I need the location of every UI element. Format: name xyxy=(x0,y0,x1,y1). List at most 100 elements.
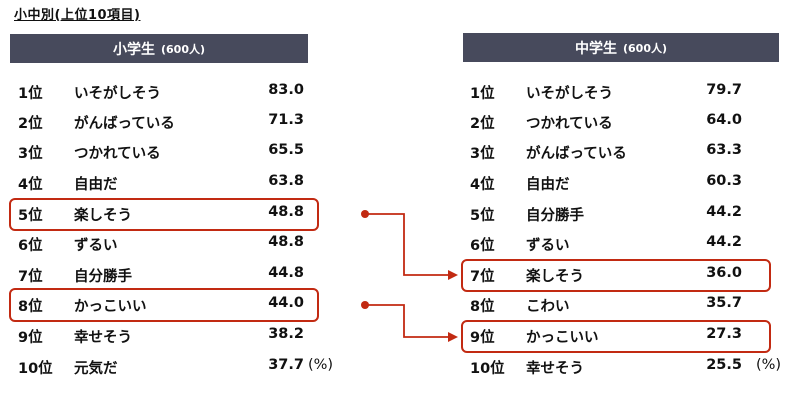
value: 60.3 xyxy=(706,173,742,189)
value: 25.5 xyxy=(706,357,742,373)
item: つかれている xyxy=(526,116,613,132)
table-row: 9位 幸せそう 38.2 xyxy=(10,320,330,350)
value: 35.7 xyxy=(706,295,742,311)
item: 幸せそう xyxy=(526,361,584,377)
value: 44.2 xyxy=(706,204,742,220)
item: 自由だ xyxy=(74,177,118,193)
item: ずるい xyxy=(526,238,570,254)
value: 48.8 xyxy=(268,234,304,250)
rank: 9位 xyxy=(470,330,495,346)
item: つかれている xyxy=(74,146,161,162)
rank: 10位 xyxy=(18,361,53,377)
rank: 2位 xyxy=(470,116,495,132)
value: 79.7 xyxy=(706,82,742,98)
value: 44.2 xyxy=(706,234,742,250)
table-row: 4位 自由だ 60.3 xyxy=(462,167,782,197)
table-row: 2位 がんばっている 71.3 xyxy=(10,106,330,136)
item: 楽しそう xyxy=(74,208,132,224)
page-title: 小中別(上位10項目) xyxy=(14,8,141,23)
value: 44.8 xyxy=(268,265,304,281)
table-row: 6位 ずるい 48.8 xyxy=(10,228,330,258)
value: 44.0 xyxy=(268,295,304,311)
value: 65.5 xyxy=(268,142,304,158)
value: 37.7 xyxy=(268,357,304,373)
table-row: 3位 つかれている 65.5 xyxy=(10,136,330,166)
arrow-kakkoii-icon xyxy=(361,301,458,342)
item: かっこいい xyxy=(74,299,147,315)
value: 27.3 xyxy=(706,326,742,342)
rank: 8位 xyxy=(18,299,43,315)
table-row: 10位 元気だ 37.7 (%) xyxy=(10,351,334,381)
table-row: 10位 幸せそう 25.5 (%) xyxy=(462,351,782,381)
item: 自由だ xyxy=(526,177,570,193)
table-row: 5位 楽しそう 48.8 xyxy=(10,198,330,228)
rank: 6位 xyxy=(470,238,495,254)
arrow-head xyxy=(448,270,458,280)
value: 63.3 xyxy=(706,142,742,158)
item: 楽しそう xyxy=(526,269,584,285)
rank: 7位 xyxy=(18,269,43,285)
table-row: 2位 つかれている 64.0 xyxy=(462,106,782,136)
table-row: 9位 かっこいい 27.3 xyxy=(462,320,782,350)
value: 63.8 xyxy=(268,173,304,189)
junior-high-header: 中学生 (600人) xyxy=(463,33,779,62)
item: がんばっている xyxy=(526,146,627,162)
value: 83.0 xyxy=(268,82,304,98)
rank: 5位 xyxy=(18,208,43,224)
rank: 1位 xyxy=(18,86,43,102)
highlight-box-junior-kakkoii xyxy=(461,320,771,353)
rank: 4位 xyxy=(18,177,43,193)
rank: 2位 xyxy=(18,116,43,132)
item: 幸せそう xyxy=(74,330,132,346)
value: 38.2 xyxy=(268,326,304,342)
item: 自分勝手 xyxy=(74,269,132,285)
rank: 6位 xyxy=(18,238,43,254)
highlight-box-junior-tanoshisou xyxy=(461,259,771,292)
item: いそがしそう xyxy=(526,86,613,102)
value: 48.8 xyxy=(268,204,304,220)
value: 71.3 xyxy=(268,112,304,128)
item: 自分勝手 xyxy=(526,208,584,224)
item: こわい xyxy=(526,299,570,315)
elementary-count: (600人) xyxy=(160,42,206,56)
table-row: 4位 自由だ 63.8 xyxy=(10,167,330,197)
value: 64.0 xyxy=(706,112,742,128)
table-row: 8位 こわい 35.7 xyxy=(462,289,782,319)
elementary-header-label: 小学生 xyxy=(112,41,155,58)
rank: 9位 xyxy=(18,330,43,346)
item: かっこいい xyxy=(526,330,599,346)
table-row: 5位 自分勝手 44.2 xyxy=(462,198,782,228)
arrow-head xyxy=(448,332,458,342)
rank: 10位 xyxy=(470,361,505,377)
arrow-tanoshisou-icon xyxy=(361,210,458,280)
table-row: 7位 自分勝手 44.8 xyxy=(10,259,330,289)
elementary-header: 小学生 (600人) xyxy=(10,34,308,63)
rank: 1位 xyxy=(470,86,495,102)
item: 元気だ xyxy=(74,361,118,377)
table-row: 1位 いそがしそう 79.7 xyxy=(462,76,782,106)
arrow-line xyxy=(365,213,450,276)
unit-label: (%) xyxy=(308,357,334,373)
item: がんばっている xyxy=(74,116,175,132)
table-row: 6位 ずるい 44.2 xyxy=(462,228,782,258)
value: 36.0 xyxy=(706,265,742,281)
highlight-box-elementary-tanoshisou xyxy=(9,198,319,231)
rank: 8位 xyxy=(470,299,495,315)
arrow-line xyxy=(365,304,450,338)
item: ずるい xyxy=(74,238,118,254)
table-row: 7位 楽しそう 36.0 xyxy=(462,259,782,289)
rank: 3位 xyxy=(470,146,495,162)
table-row: 1位 いそがしそう 83.0 xyxy=(10,76,330,106)
junior-high-header-label: 中学生 xyxy=(574,40,617,57)
item: いそがしそう xyxy=(74,86,161,102)
unit-label: (%) xyxy=(756,357,782,373)
table-row: 3位 がんばっている 63.3 xyxy=(462,136,782,166)
highlight-box-elementary-kakkoii xyxy=(9,288,319,322)
rank: 7位 xyxy=(470,269,495,285)
rank: 5位 xyxy=(470,208,495,224)
table-row: 8位 かっこいい 44.0 xyxy=(10,289,330,319)
rank: 4位 xyxy=(470,177,495,193)
rank: 3位 xyxy=(18,146,43,162)
junior-high-count: (600人) xyxy=(622,41,668,55)
